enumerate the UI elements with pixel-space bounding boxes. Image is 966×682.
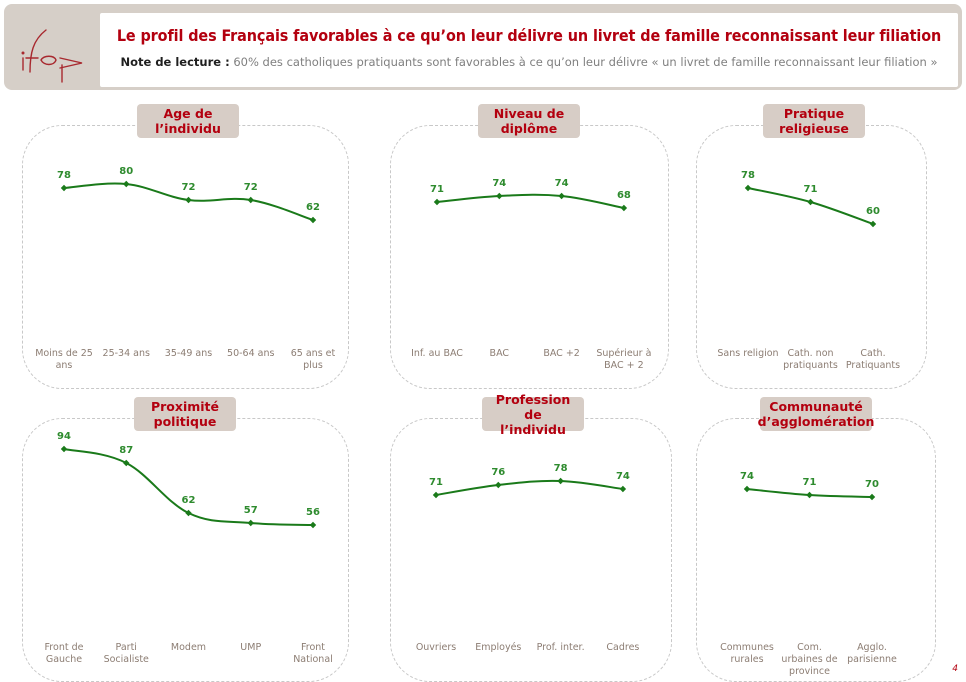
data-point-marker xyxy=(869,220,877,228)
data-point-marker xyxy=(123,459,130,467)
category-label: 25-34 ans xyxy=(102,348,150,359)
data-label: 60 xyxy=(866,206,880,217)
data-point-marker xyxy=(744,184,752,192)
panel-title-age: Age de l’individu xyxy=(137,104,239,138)
category-label: 35-49 ans xyxy=(164,348,213,359)
chart-agglomeration: 74 71 70 xyxy=(740,471,879,501)
data-label: 76 xyxy=(491,467,505,478)
header-text-box: Le profil des Français favorables à ce q… xyxy=(100,13,958,87)
data-label: 71 xyxy=(804,184,818,195)
data-point-marker xyxy=(495,481,502,489)
data-point-marker xyxy=(806,491,813,499)
data-label: 70 xyxy=(865,479,879,490)
category-label: Modem xyxy=(170,642,207,653)
data-point-marker xyxy=(496,192,503,200)
data-point-marker xyxy=(557,477,564,485)
data-label: 72 xyxy=(182,182,196,193)
data-point-marker xyxy=(247,519,254,527)
panel-title-profession: Profession de l’individu xyxy=(482,392,584,437)
category-label: Agglo. parisienne xyxy=(847,642,897,665)
data-point-marker xyxy=(807,198,814,206)
chart-religion: 78 71 60 xyxy=(741,170,880,228)
category-label: Cath. Pratiquants xyxy=(845,348,901,371)
category-label: Inf. au BAC xyxy=(411,348,463,359)
chart-politique: 94 87 62 57 56 xyxy=(57,431,320,529)
data-point-marker xyxy=(743,485,751,493)
category-label: Front de Gauche xyxy=(44,642,84,665)
data-label: 62 xyxy=(182,495,196,506)
category-label: 50-64 ans xyxy=(227,348,275,359)
data-point-marker xyxy=(620,204,628,212)
series-line xyxy=(435,479,624,496)
reading-note-text: 60% des catholiques pratiquants sont fav… xyxy=(233,55,938,69)
category-label: Cath. non pratiquants xyxy=(783,348,838,371)
panel-title-politique: Proximité politique xyxy=(134,397,236,431)
data-label: 74 xyxy=(555,178,569,189)
category-label: BAC +2 xyxy=(543,348,580,359)
chart-profession: 71 76 78 74 xyxy=(429,463,630,499)
data-label: 62 xyxy=(306,202,320,213)
data-point-marker xyxy=(868,493,876,501)
data-point-marker xyxy=(123,180,130,188)
data-point-marker xyxy=(185,196,192,204)
data-label: 74 xyxy=(492,178,506,189)
data-label: 56 xyxy=(306,507,320,518)
panel-title-diplome: Niveau de diplôme xyxy=(478,104,580,138)
data-point-marker xyxy=(309,521,317,529)
data-label: 94 xyxy=(57,431,71,442)
data-label: 74 xyxy=(616,471,630,482)
data-point-marker xyxy=(558,192,565,200)
ifop-logo xyxy=(21,29,83,83)
category-label: Prof. inter. xyxy=(536,642,585,653)
data-point-marker xyxy=(185,509,192,517)
data-label: 78 xyxy=(741,170,755,181)
data-label: 57 xyxy=(244,505,258,516)
category-label: BAC xyxy=(489,348,510,359)
category-label: Com. urbaines de province xyxy=(781,642,838,677)
data-point-marker xyxy=(619,485,627,493)
category-label: Cadres xyxy=(606,642,640,653)
data-point-marker xyxy=(60,445,68,453)
data-label: 80 xyxy=(119,166,133,177)
data-label: 72 xyxy=(244,182,258,193)
data-label: 87 xyxy=(119,445,133,456)
reading-note-label: Note de lecture : xyxy=(120,55,230,69)
data-point-marker xyxy=(247,196,254,204)
category-label: 65 ans et plus xyxy=(290,348,336,371)
header-banner: Le profil des Français favorables à ce q… xyxy=(4,4,962,90)
data-label: 78 xyxy=(554,463,568,474)
page-number: 4 xyxy=(952,664,958,674)
data-label: 78 xyxy=(57,170,71,181)
series-line xyxy=(436,193,625,209)
category-label: Parti Socialiste xyxy=(103,642,149,665)
chart-diplome: 71 74 74 68 xyxy=(430,178,631,212)
category-label: Communes rurales xyxy=(720,642,774,665)
data-point-marker xyxy=(432,491,440,499)
panel-title-religion: Pratique religieuse xyxy=(763,104,865,138)
category-label: Front National xyxy=(293,642,333,665)
data-label: 74 xyxy=(740,471,754,482)
data-label: 71 xyxy=(430,184,444,195)
reading-note: Note de lecture : 60% des catholiques pr… xyxy=(100,55,958,69)
data-label: 68 xyxy=(617,190,631,201)
category-label: Ouvriers xyxy=(415,642,457,653)
page-title: Le profil des Français favorables à ce q… xyxy=(116,26,942,45)
data-point-marker xyxy=(433,198,441,206)
data-point-marker xyxy=(309,216,317,224)
category-label: UMP xyxy=(240,642,262,653)
category-label: Supérieur à BAC + 2 xyxy=(596,348,652,371)
data-point-marker xyxy=(60,184,68,192)
category-label: Sans religion xyxy=(717,348,779,359)
data-label: 71 xyxy=(803,477,817,488)
panel-title-agglomeration: Communauté d’agglomération xyxy=(757,397,875,431)
data-label: 71 xyxy=(429,477,443,488)
chart-age: 78 80 72 72 62 xyxy=(57,166,320,224)
category-label: Employés xyxy=(475,642,522,653)
category-label: Moins de 25 ans xyxy=(35,348,93,371)
